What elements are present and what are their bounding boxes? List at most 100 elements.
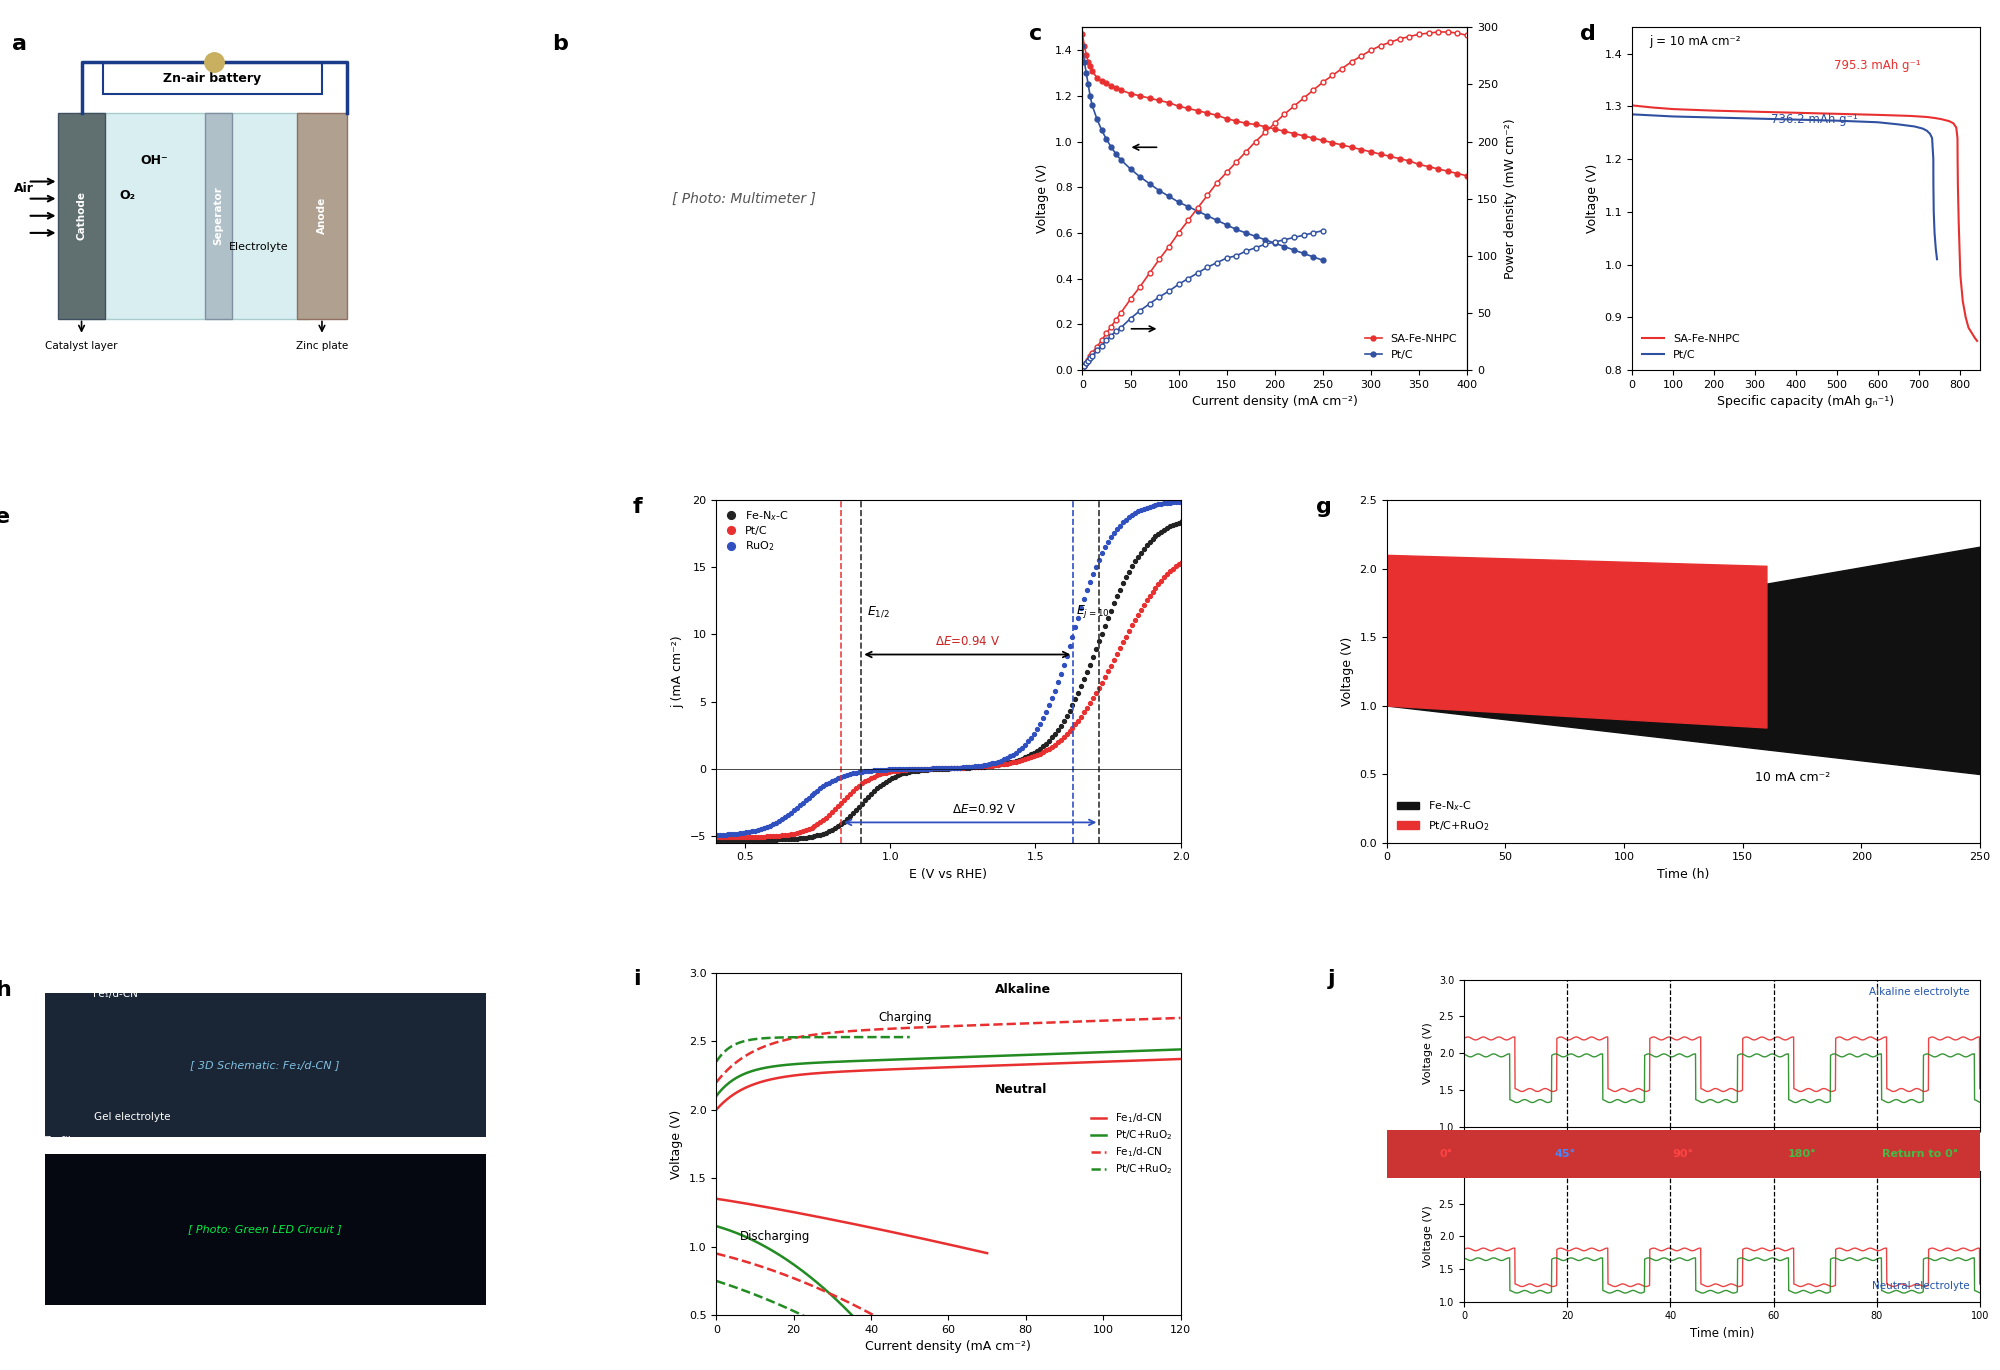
Text: [ Photo: Green LED Circuit ]: [ Photo: Green LED Circuit ] xyxy=(188,1225,342,1234)
Pt/C xyxy=(1922,177,1946,193)
SA-Fe-NHPC xyxy=(1398,153,1422,170)
Text: $\Delta E$=0.94 V: $\Delta E$=0.94 V xyxy=(934,636,1000,648)
Pt/C xyxy=(1784,111,1808,127)
Pt/C xyxy=(1262,236,1286,252)
Text: c: c xyxy=(1028,25,1042,44)
Pt/C xyxy=(1184,547,1208,563)
Text: Gel electrolyte: Gel electrolyte xyxy=(94,1112,170,1122)
Pt/C xyxy=(1310,252,1334,269)
SA-Fe-NHPC xyxy=(1898,108,1922,125)
Fe-N$_x$-C xyxy=(956,759,980,775)
Fe-N$_x$-C xyxy=(1172,512,1196,529)
SA-Fe-NHPC xyxy=(1224,112,1248,129)
SA-Fe-NHPC xyxy=(1946,177,1970,193)
Text: Fe₁/d-CN: Fe₁/d-CN xyxy=(94,989,138,999)
Pt/C xyxy=(928,760,952,777)
Pt/C xyxy=(1138,175,1162,192)
SA-Fe-NHPC xyxy=(1244,116,1268,133)
Fe$_1$/d-CN xyxy=(856,1062,880,1078)
SA-Fe-NHPC xyxy=(1436,163,1460,179)
Polygon shape xyxy=(78,114,308,319)
Pt/C xyxy=(1176,199,1200,215)
SA-Fe-NHPC xyxy=(1950,293,1974,310)
Text: Discharging: Discharging xyxy=(740,1230,810,1243)
SA-Fe-NHPC xyxy=(1090,73,1114,89)
RuO$_2$ xyxy=(1172,493,1196,510)
Pt/C xyxy=(1902,118,1926,134)
SA-Fe-NHPC xyxy=(1214,111,1238,127)
Pt/C xyxy=(1070,37,1094,53)
Fe-N$_x$-C xyxy=(690,832,714,848)
FancyBboxPatch shape xyxy=(44,993,486,1137)
SA-Fe-NHPC xyxy=(1742,104,1766,121)
SA-Fe-NHPC xyxy=(1942,115,1966,132)
SA-Fe-NHPC xyxy=(1660,101,1684,118)
Fe$_1$/d-CN xyxy=(1168,1051,1192,1067)
Fe$_1$/d-CN xyxy=(704,1101,728,1118)
Line: RuO$_2$: RuO$_2$ xyxy=(700,499,1196,837)
SA-Fe-NHPC xyxy=(1070,26,1094,42)
Text: j = 10 mA cm⁻²: j = 10 mA cm⁻² xyxy=(1650,34,1740,48)
Polygon shape xyxy=(58,114,104,319)
Pt/C xyxy=(1148,182,1172,199)
Fe-N$_x$-C xyxy=(1184,510,1208,526)
Text: i: i xyxy=(632,970,640,989)
Text: [ Photo: Watch & Battery Setup ]: [ Photo: Watch & Battery Setup ] xyxy=(162,664,368,678)
X-axis label: Time (h): Time (h) xyxy=(1658,867,1710,881)
SA-Fe-NHPC xyxy=(1310,133,1334,149)
Pt/C xyxy=(1282,242,1306,259)
Pt/C xyxy=(1922,204,1946,221)
Pt/C xyxy=(1186,203,1210,219)
Legend: Fe$_1$/d-CN, Pt/C+RuO$_2$, Fe$_1$/d-CN, Pt/C+RuO$_2$: Fe$_1$/d-CN, Pt/C+RuO$_2$, Fe$_1$/d-CN, … xyxy=(1088,1108,1176,1180)
Pt/C+RuO$_2$ xyxy=(1040,1045,1064,1062)
RuO$_2$ xyxy=(690,827,714,844)
Pt/C xyxy=(1660,108,1684,125)
Text: e: e xyxy=(0,507,10,527)
Text: Cathode: Cathode xyxy=(76,192,86,240)
Pt/C xyxy=(1078,88,1102,104)
SA-Fe-NHPC xyxy=(1954,310,1978,326)
Pt/C xyxy=(924,760,948,777)
SA-Fe-NHPC xyxy=(1128,88,1152,104)
Legend: Fe-N$_x$-C, Pt/C, RuO$_2$: Fe-N$_x$-C, Pt/C, RuO$_2$ xyxy=(722,506,792,556)
SA-Fe-NHPC xyxy=(1426,160,1450,177)
Pt/C xyxy=(1272,238,1296,255)
Pt/C+RuO$_2$ xyxy=(996,1047,1020,1063)
Pt/C xyxy=(1910,121,1934,137)
SA-Fe-NHPC xyxy=(1282,126,1306,142)
Text: b: b xyxy=(552,34,568,55)
X-axis label: E (V vs RHE): E (V vs RHE) xyxy=(910,867,988,881)
SA-Fe-NHPC xyxy=(1964,330,1988,347)
SA-Fe-NHPC xyxy=(1156,95,1180,111)
SA-Fe-NHPC xyxy=(1914,108,1938,125)
Line: Pt/C+RuO$_2$: Pt/C+RuO$_2$ xyxy=(716,1049,1180,1096)
Y-axis label: Voltage (V): Voltage (V) xyxy=(670,1110,684,1178)
Text: Catalyst layer: Catalyst layer xyxy=(46,341,118,351)
Text: 10 mA cm⁻²: 10 mA cm⁻² xyxy=(1754,771,1830,784)
SA-Fe-NHPC xyxy=(1946,151,1970,167)
Text: Air: Air xyxy=(14,182,34,195)
SA-Fe-NHPC xyxy=(1186,103,1210,119)
Pt/C xyxy=(1824,112,1848,129)
Pt/C xyxy=(1206,212,1230,229)
Pt/C xyxy=(1090,122,1114,138)
SA-Fe-NHPC xyxy=(1234,115,1258,132)
SA-Fe-NHPC xyxy=(1072,37,1096,53)
SA-Fe-NHPC xyxy=(1262,121,1286,137)
Pt/C xyxy=(1234,225,1258,241)
Pt/C xyxy=(1914,122,1938,138)
RuO$_2$ xyxy=(984,755,1008,771)
RuO$_2$ xyxy=(1184,493,1208,510)
Legend: SA-Fe-NHPC, Pt/C: SA-Fe-NHPC, Pt/C xyxy=(1638,330,1744,364)
SA-Fe-NHPC xyxy=(1176,100,1200,116)
SA-Fe-NHPC xyxy=(1084,70,1108,86)
Pt/C xyxy=(1918,126,1942,142)
SA-Fe-NHPC xyxy=(1620,97,1644,114)
Pt/C xyxy=(1080,97,1104,114)
Pt/C xyxy=(956,759,980,775)
Fe$_1$/d-CN xyxy=(1040,1055,1064,1071)
SA-Fe-NHPC xyxy=(1206,107,1230,123)
SA-Fe-NHPC xyxy=(1148,92,1172,108)
Text: 795.3 mAh g⁻¹: 795.3 mAh g⁻¹ xyxy=(1834,59,1920,71)
Line: Pt/C: Pt/C xyxy=(700,552,1196,838)
